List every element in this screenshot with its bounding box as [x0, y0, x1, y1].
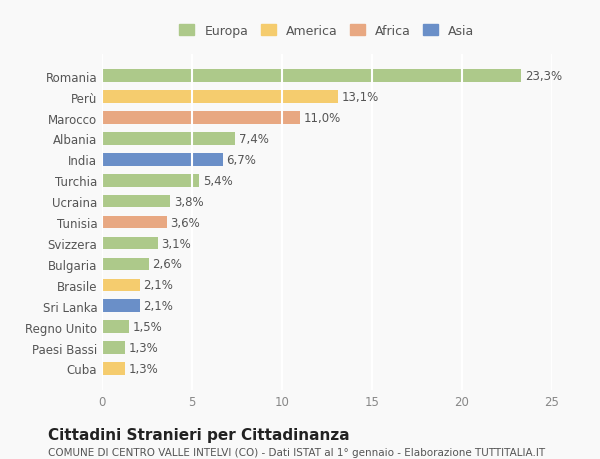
Bar — [102, 341, 125, 354]
Text: 7,4%: 7,4% — [239, 133, 269, 146]
Bar — [102, 321, 129, 333]
Text: 2,1%: 2,1% — [143, 300, 173, 313]
Text: 1,5%: 1,5% — [133, 320, 163, 333]
Legend: Europa, America, Africa, Asia: Europa, America, Africa, Asia — [176, 21, 478, 42]
Text: 1,3%: 1,3% — [129, 341, 159, 354]
Text: 5,4%: 5,4% — [203, 174, 233, 187]
Text: 11,0%: 11,0% — [304, 112, 341, 125]
Text: 6,7%: 6,7% — [226, 154, 256, 167]
Bar — [102, 216, 167, 229]
Bar — [102, 300, 140, 312]
Text: 2,6%: 2,6% — [152, 258, 182, 271]
Bar — [102, 70, 521, 83]
Bar — [102, 154, 223, 166]
Text: COMUNE DI CENTRO VALLE INTELVI (CO) - Dati ISTAT al 1° gennaio - Elaborazione TU: COMUNE DI CENTRO VALLE INTELVI (CO) - Da… — [48, 448, 545, 458]
Text: 1,3%: 1,3% — [129, 362, 159, 375]
Bar — [102, 258, 149, 271]
Text: 3,8%: 3,8% — [174, 195, 203, 208]
Bar — [102, 133, 235, 146]
Bar — [102, 174, 199, 187]
Text: 2,1%: 2,1% — [143, 279, 173, 291]
Bar — [102, 237, 158, 250]
Bar — [102, 91, 338, 104]
Bar — [102, 112, 300, 124]
Text: 23,3%: 23,3% — [525, 70, 562, 83]
Text: 3,1%: 3,1% — [161, 237, 191, 250]
Bar — [102, 196, 170, 208]
Bar — [102, 363, 125, 375]
Text: 13,1%: 13,1% — [341, 91, 379, 104]
Text: Cittadini Stranieri per Cittadinanza: Cittadini Stranieri per Cittadinanza — [48, 427, 350, 442]
Text: 3,6%: 3,6% — [170, 216, 200, 229]
Bar — [102, 279, 140, 291]
